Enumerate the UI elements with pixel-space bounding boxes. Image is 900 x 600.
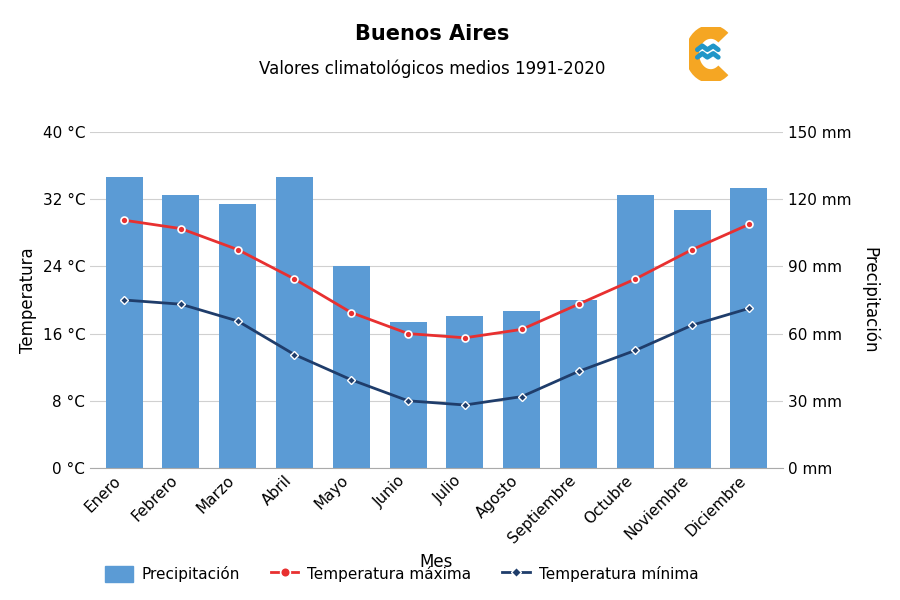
Bar xyxy=(560,300,597,468)
Text: Buenos Aires: Buenos Aires xyxy=(355,24,509,44)
Bar xyxy=(105,177,142,468)
X-axis label: Mes: Mes xyxy=(419,553,454,571)
Y-axis label: Temperatura: Temperatura xyxy=(19,247,37,353)
Legend: Precipitación, Temperatura máxima, Temperatura mínima: Precipitación, Temperatura máxima, Tempe… xyxy=(99,560,705,588)
Text: Valores climatológicos medios 1991-2020: Valores climatológicos medios 1991-2020 xyxy=(259,60,605,79)
Bar xyxy=(446,316,483,468)
Bar xyxy=(390,322,427,468)
Bar xyxy=(731,188,768,468)
Bar xyxy=(503,311,540,468)
Bar xyxy=(162,195,199,468)
Bar xyxy=(276,177,313,468)
Bar xyxy=(333,266,370,468)
Bar xyxy=(616,195,653,468)
Y-axis label: Precipitación: Precipitación xyxy=(860,247,879,353)
Bar xyxy=(674,211,711,468)
Bar xyxy=(220,203,256,468)
